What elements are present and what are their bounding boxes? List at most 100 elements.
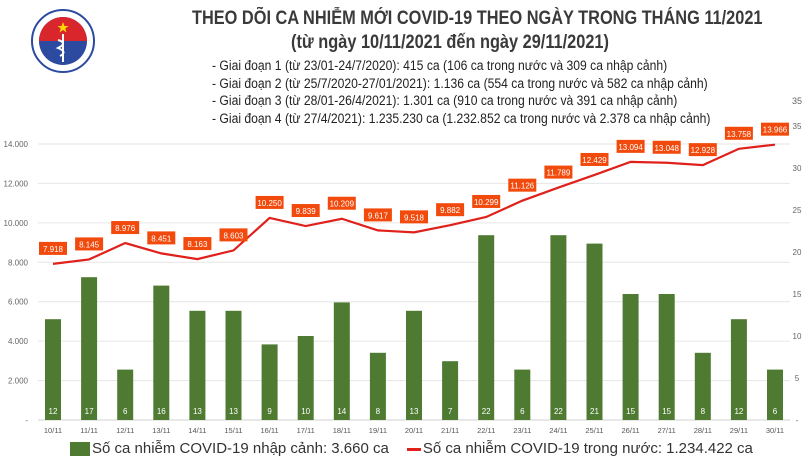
right-tick-label: 30 xyxy=(793,164,802,173)
phase-notes: - Giai đoạn 1 (từ 23/01-24/7/2020): 415 … xyxy=(212,57,766,127)
bar-value-label: 8 xyxy=(701,407,706,416)
bar xyxy=(694,352,711,420)
line-value-label: 8.163 xyxy=(187,240,208,249)
bar-value-label: 6 xyxy=(123,407,128,416)
line-label-box xyxy=(616,139,645,153)
line-label-box xyxy=(255,195,284,209)
legend: Số ca nhiễm COVID-19 nhập cảnh: 3.660 ca… xyxy=(70,440,753,458)
line-label-box xyxy=(544,165,573,179)
legend-line: Số ca nhiễm COVID-19 trong nước: 1.234.4… xyxy=(406,440,753,458)
left-tick-label: 4.000 xyxy=(8,337,29,346)
line-label-box xyxy=(39,241,67,255)
line-value-label: 12.429 xyxy=(582,156,607,165)
bar-value-label: 8 xyxy=(376,407,381,416)
bar-value-label: 10 xyxy=(301,407,310,416)
bar-value-label: 15 xyxy=(662,407,671,416)
bar xyxy=(45,319,61,420)
bar xyxy=(333,302,350,420)
chart-subtitle: (từ ngày 10/11/2021 đến ngày 29/11/2021) xyxy=(291,32,609,53)
legend-bar-swatch xyxy=(70,442,90,457)
left-tick-label: 12.000 xyxy=(4,179,29,188)
line-label-box xyxy=(688,143,717,157)
line-value-label: 9.839 xyxy=(296,207,317,216)
x-tick-label: 25/11 xyxy=(585,426,603,435)
x-tick-label: 20/11 xyxy=(405,426,423,435)
line-label-box xyxy=(219,228,248,242)
line-value-label: 11.789 xyxy=(546,169,570,178)
x-tick-label: 24/11 xyxy=(549,426,567,435)
line-value-label: 9.882 xyxy=(440,206,461,215)
x-tick-label: 30/11 xyxy=(766,426,784,435)
bar xyxy=(406,310,422,420)
bar xyxy=(658,294,675,420)
bar xyxy=(730,319,747,420)
line-label-box xyxy=(472,194,501,208)
note-phase-3: - Giai đoạn 3 (từ 28/01-26/4/2021): 1.30… xyxy=(212,93,678,108)
bar xyxy=(622,294,639,420)
bar-value-label: 13 xyxy=(410,407,419,416)
bar-value-label: 22 xyxy=(482,407,491,416)
bar xyxy=(478,235,495,420)
x-tick-label: 18/11 xyxy=(333,426,351,435)
line-label-box xyxy=(508,178,537,192)
x-tick-label: 28/11 xyxy=(694,426,712,435)
bar xyxy=(153,285,170,420)
x-tick-label: 26/11 xyxy=(621,426,639,435)
bar xyxy=(189,310,206,420)
bar-value-label: 9 xyxy=(267,407,272,416)
right-tick-label: 35 xyxy=(793,122,802,131)
line-label-box xyxy=(75,237,104,251)
line-label-box xyxy=(327,196,356,210)
line-label-box xyxy=(724,126,753,140)
line-series xyxy=(52,143,776,265)
left-tick-label: - xyxy=(25,416,28,425)
bar-value-label: 12 xyxy=(734,407,743,416)
line-value-label: 8.145 xyxy=(79,240,100,249)
line-label-box xyxy=(652,140,681,154)
ministry-of-health-logo xyxy=(31,9,95,73)
bar-value-label: 15 xyxy=(626,407,635,416)
right-tick-label: - xyxy=(796,416,799,425)
legend-bar-label: Số ca nhiễm COVID-19 nhập cảnh: 3.660 ca xyxy=(92,440,389,457)
legend-line-label: Số ca nhiễm COVID-19 trong nước: 1.234.4… xyxy=(422,440,753,457)
x-tick-label: 14/11 xyxy=(188,426,206,435)
bar-value-label: 13 xyxy=(193,407,202,416)
x-tick-label: 13/11 xyxy=(152,426,170,435)
line-value-label: 13.094 xyxy=(618,143,643,152)
note-phase-1: - Giai đoạn 1 (từ 23/01-24/7/2020): 415 … xyxy=(212,58,668,73)
x-tick-label: 16/11 xyxy=(260,426,278,435)
x-tick-label: 29/11 xyxy=(730,426,748,435)
right-tick-label: 20 xyxy=(793,248,802,257)
line-label-box xyxy=(761,122,789,136)
line-label-box xyxy=(436,203,465,217)
x-tick-label: 15/11 xyxy=(224,426,242,435)
bar xyxy=(117,369,134,420)
x-tick-label: 21/11 xyxy=(441,426,459,435)
line-label-box xyxy=(291,204,320,218)
bar-value-label: 6 xyxy=(520,407,525,416)
x-tick-label: 17/11 xyxy=(297,426,315,435)
line-label-box xyxy=(580,152,609,166)
x-tick-label: 10/11 xyxy=(44,426,62,435)
line-value-label: 13.966 xyxy=(763,126,788,135)
bar-value-label: 13 xyxy=(229,407,238,416)
line-value-label: 8.976 xyxy=(115,224,136,233)
bar-value-label: 17 xyxy=(85,407,94,416)
x-tick-label: 11/11 xyxy=(80,426,98,435)
right-tick-label: 10 xyxy=(793,332,802,341)
bar-value-label: 14 xyxy=(337,407,346,416)
x-tick-label: 23/11 xyxy=(513,426,531,435)
bar xyxy=(586,243,603,420)
right-tick-label: 25 xyxy=(793,206,802,215)
bar xyxy=(261,344,278,420)
line-value-label: 9.518 xyxy=(404,213,425,222)
chart-title: THEO DÕI CA NHIỄM MỚI COVID-19 THEO NGÀY… xyxy=(192,8,763,29)
bar xyxy=(767,369,783,420)
line-value-label: 8.451 xyxy=(151,234,172,243)
note-phase-2: - Giai đoạn 2 (từ 25/7/2020-27/01/2021):… xyxy=(212,75,708,91)
line-value-label: 13.758 xyxy=(727,130,752,139)
bar-value-label: 12 xyxy=(49,407,58,416)
right-tick-label: 15 xyxy=(793,290,802,299)
line-label-box xyxy=(147,231,176,245)
